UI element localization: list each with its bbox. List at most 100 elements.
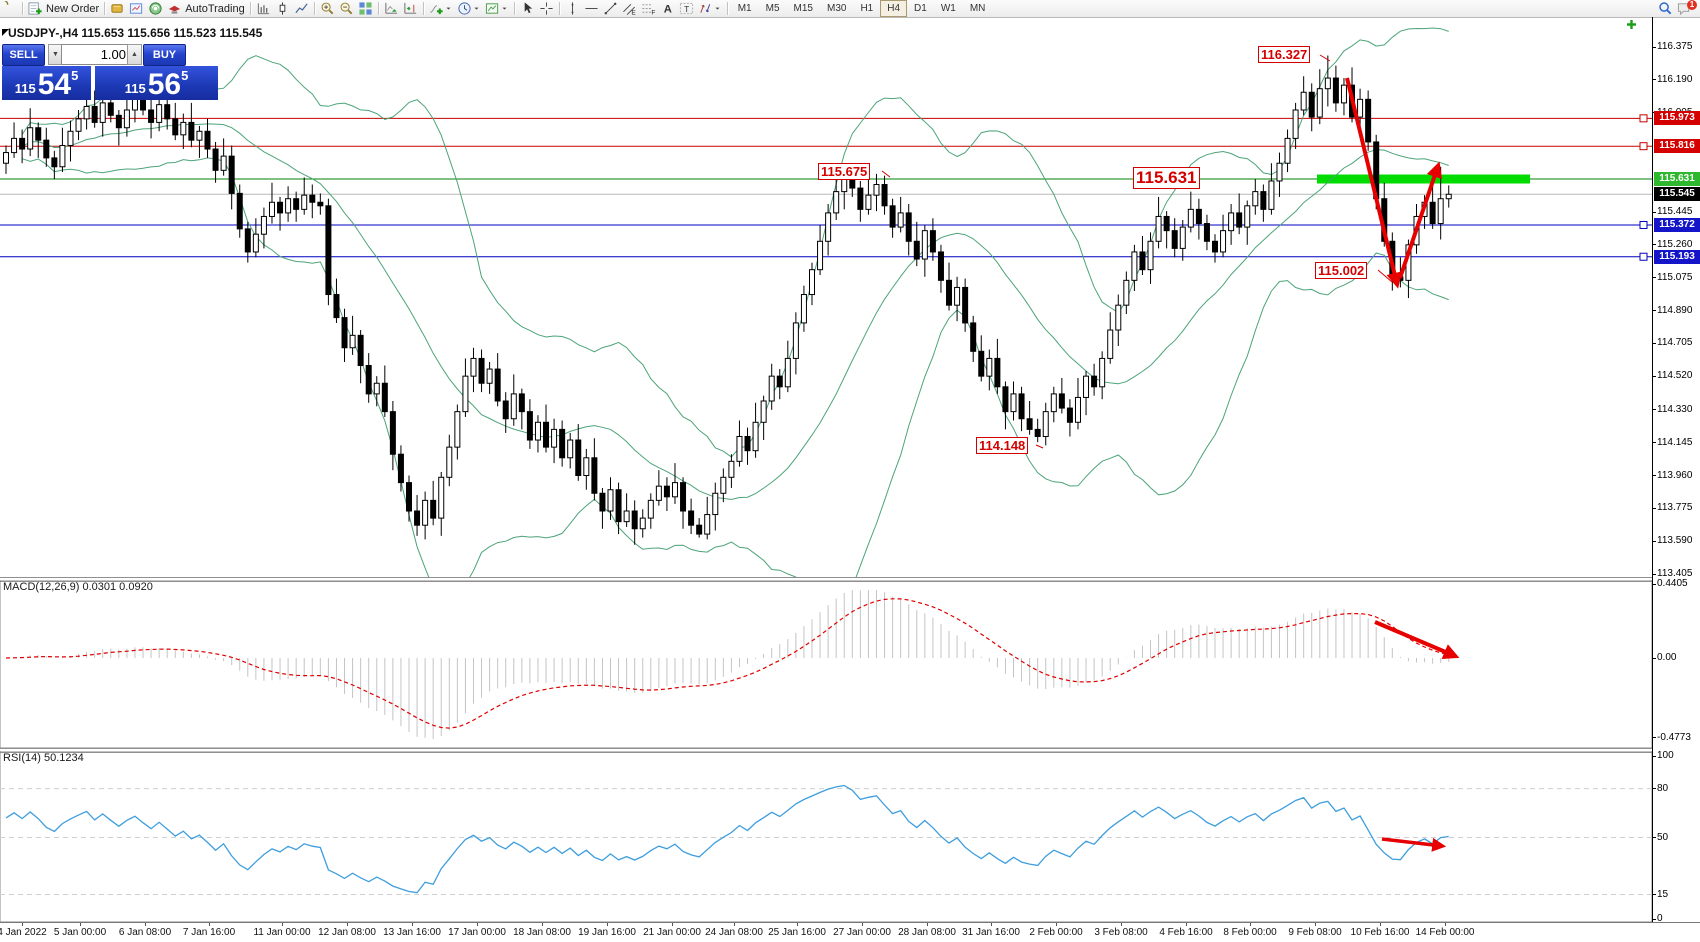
- price-annotation-115.631[interactable]: 115.631: [1133, 167, 1200, 189]
- timeframe-m15-button[interactable]: M15: [793, 3, 813, 14]
- new-order-button[interactable]: New Order: [26, 1, 101, 17]
- horizontal-line-icon[interactable]: [582, 1, 601, 17]
- chat-icon[interactable]: 1: [1675, 0, 1697, 17]
- toolbar-separator: [104, 2, 106, 15]
- hline-handle[interactable]: [1639, 114, 1648, 123]
- trendline-icon[interactable]: [601, 1, 620, 17]
- timeframe-m5-button[interactable]: M5: [765, 3, 780, 14]
- vertical-line-icon[interactable]: [563, 1, 582, 17]
- date-label: 11 Jan 00:00: [253, 927, 311, 938]
- template-icon[interactable]: [483, 1, 511, 17]
- toolbar-separator: [558, 2, 560, 15]
- zoom-out-icon[interactable]: [337, 1, 356, 17]
- timeframe-h1-button[interactable]: H1: [860, 3, 874, 14]
- price-annotation-116.327[interactable]: 116.327: [1258, 46, 1311, 63]
- chevron-down-icon[interactable]: [713, 1, 722, 16]
- price-annotation-114.148[interactable]: 114.148: [976, 437, 1029, 454]
- crosshair-icon[interactable]: [537, 1, 556, 17]
- sell-price-panel[interactable]: 115 54 5: [2, 66, 91, 100]
- rsi-tick: 15: [1657, 888, 1669, 900]
- macd-tick: -0.4773: [1657, 731, 1691, 743]
- timeframe-m1-button[interactable]: M1: [737, 3, 752, 14]
- macd-tick: 0.4405: [1657, 578, 1688, 590]
- axis-tick-mark: [1652, 409, 1656, 411]
- candlestick-chart-icon[interactable]: [273, 1, 292, 17]
- hline-handle[interactable]: [1639, 252, 1648, 261]
- search-icon[interactable]: [1656, 1, 1675, 17]
- fibonacci-icon[interactable]: F: [639, 1, 658, 17]
- charts-window-icon[interactable]: [127, 1, 146, 17]
- drawn-arrow[interactable]: [1374, 620, 1460, 659]
- sell-button[interactable]: SELL: [2, 44, 45, 66]
- price-chart-pane[interactable]: [0, 17, 1652, 577]
- chevron-down-icon[interactable]: [444, 1, 453, 16]
- rsi-pane[interactable]: [0, 751, 1652, 922]
- date-label: 14 Feb 00:00: [1415, 927, 1475, 938]
- axis-tick-mark: [1652, 894, 1656, 896]
- price-tick: 114.520: [1657, 370, 1693, 382]
- timeframe-d1-button[interactable]: D1: [914, 3, 927, 14]
- date-tick-mark: [209, 923, 210, 926]
- chevron-down-icon[interactable]: [500, 1, 509, 16]
- toolbar-separator: [422, 2, 424, 15]
- date-label: 19 Jan 16:00: [578, 927, 636, 938]
- hline-handle[interactable]: [1639, 142, 1648, 151]
- chart-shift-icon[interactable]: [401, 1, 420, 17]
- channel-icon[interactable]: E: [620, 1, 639, 17]
- price-annotation-115.002[interactable]: 115.002: [1315, 262, 1368, 279]
- axis-tick-mark: [1652, 918, 1656, 920]
- volume-input[interactable]: [61, 44, 133, 65]
- date-tick-mark: [1056, 923, 1057, 926]
- date-tick-mark: [1445, 923, 1446, 926]
- price-badge-115.372: 115.372: [1654, 217, 1700, 232]
- bar-chart-icon[interactable]: [254, 1, 273, 17]
- axis-tick-mark: [1652, 46, 1656, 48]
- signals-icon[interactable]: [146, 1, 165, 17]
- collapse-arrow-icon[interactable]: [2, 29, 9, 36]
- timeframe-h4-button[interactable]: H4: [880, 0, 908, 17]
- hline-handle[interactable]: [1639, 220, 1648, 229]
- symbol-period-label: USDJPY-,H4: [8, 26, 79, 40]
- timeframe-mn-button[interactable]: MN: [969, 3, 986, 14]
- toolbar: New Order AutoTrading E F A T M1 M5 M15 M30 H1 H4 D1…: [0, 0, 1700, 18]
- add-indicator-icon[interactable]: [427, 1, 455, 17]
- price-tick: 113.590: [1657, 535, 1693, 547]
- text-label-icon[interactable]: T: [677, 1, 696, 17]
- drawn-arrow[interactable]: [1398, 161, 1442, 279]
- quick-add-icon[interactable]: [1626, 19, 1637, 30]
- price-annotation-115.675[interactable]: 115.675: [818, 163, 871, 180]
- date-tick-mark: [347, 923, 348, 926]
- macd-pane[interactable]: [0, 580, 1652, 748]
- macd-indicator-label: MACD(12,26,9) 0.0301 0.0920: [3, 581, 153, 593]
- arrows-icon[interactable]: [696, 1, 724, 17]
- buy-price-panel[interactable]: 115 56 5: [95, 66, 218, 100]
- tile-windows-icon[interactable]: [356, 1, 375, 17]
- history-center-icon[interactable]: [108, 1, 127, 17]
- timeframe-w1-button[interactable]: W1: [940, 3, 956, 14]
- cursor-icon[interactable]: [518, 1, 537, 17]
- price-tick: 114.145: [1657, 436, 1693, 448]
- date-axis[interactable]: 4 Jan 2022 5 Jan 00:00 6 Jan 08:00 7 Jan 16…: [0, 922, 1700, 942]
- auto-scroll-icon[interactable]: [382, 1, 401, 17]
- drawn-arrow[interactable]: [1381, 837, 1447, 852]
- zoom-in-icon[interactable]: [318, 1, 337, 17]
- support-highlight-band[interactable]: [1317, 174, 1530, 184]
- buy-button[interactable]: BUY: [143, 44, 186, 66]
- date-tick-mark: [862, 923, 863, 926]
- date-label: 4 Jan 2022: [0, 927, 47, 938]
- text-icon[interactable]: A: [658, 1, 677, 17]
- drawn-arrow[interactable]: [1345, 77, 1403, 289]
- toolbar-right: 1: [1656, 0, 1700, 17]
- autotrading-button[interactable]: AutoTrading: [165, 1, 247, 17]
- date-tick-mark: [282, 923, 283, 926]
- axis-tick-mark: [1652, 79, 1656, 81]
- chevron-down-icon[interactable]: [472, 1, 481, 16]
- notification-badge: 1: [1687, 0, 1697, 10]
- timeframe-m30-button[interactable]: M30: [826, 3, 847, 14]
- date-label: 8 Feb 00:00: [1223, 927, 1277, 938]
- price-tick: 115.445: [1657, 206, 1693, 218]
- line-chart-icon[interactable]: [292, 1, 311, 17]
- volume-increase-button[interactable]: ▲: [127, 44, 142, 65]
- period-icon[interactable]: [455, 1, 483, 17]
- date-label: 28 Jan 08:00: [898, 927, 956, 938]
